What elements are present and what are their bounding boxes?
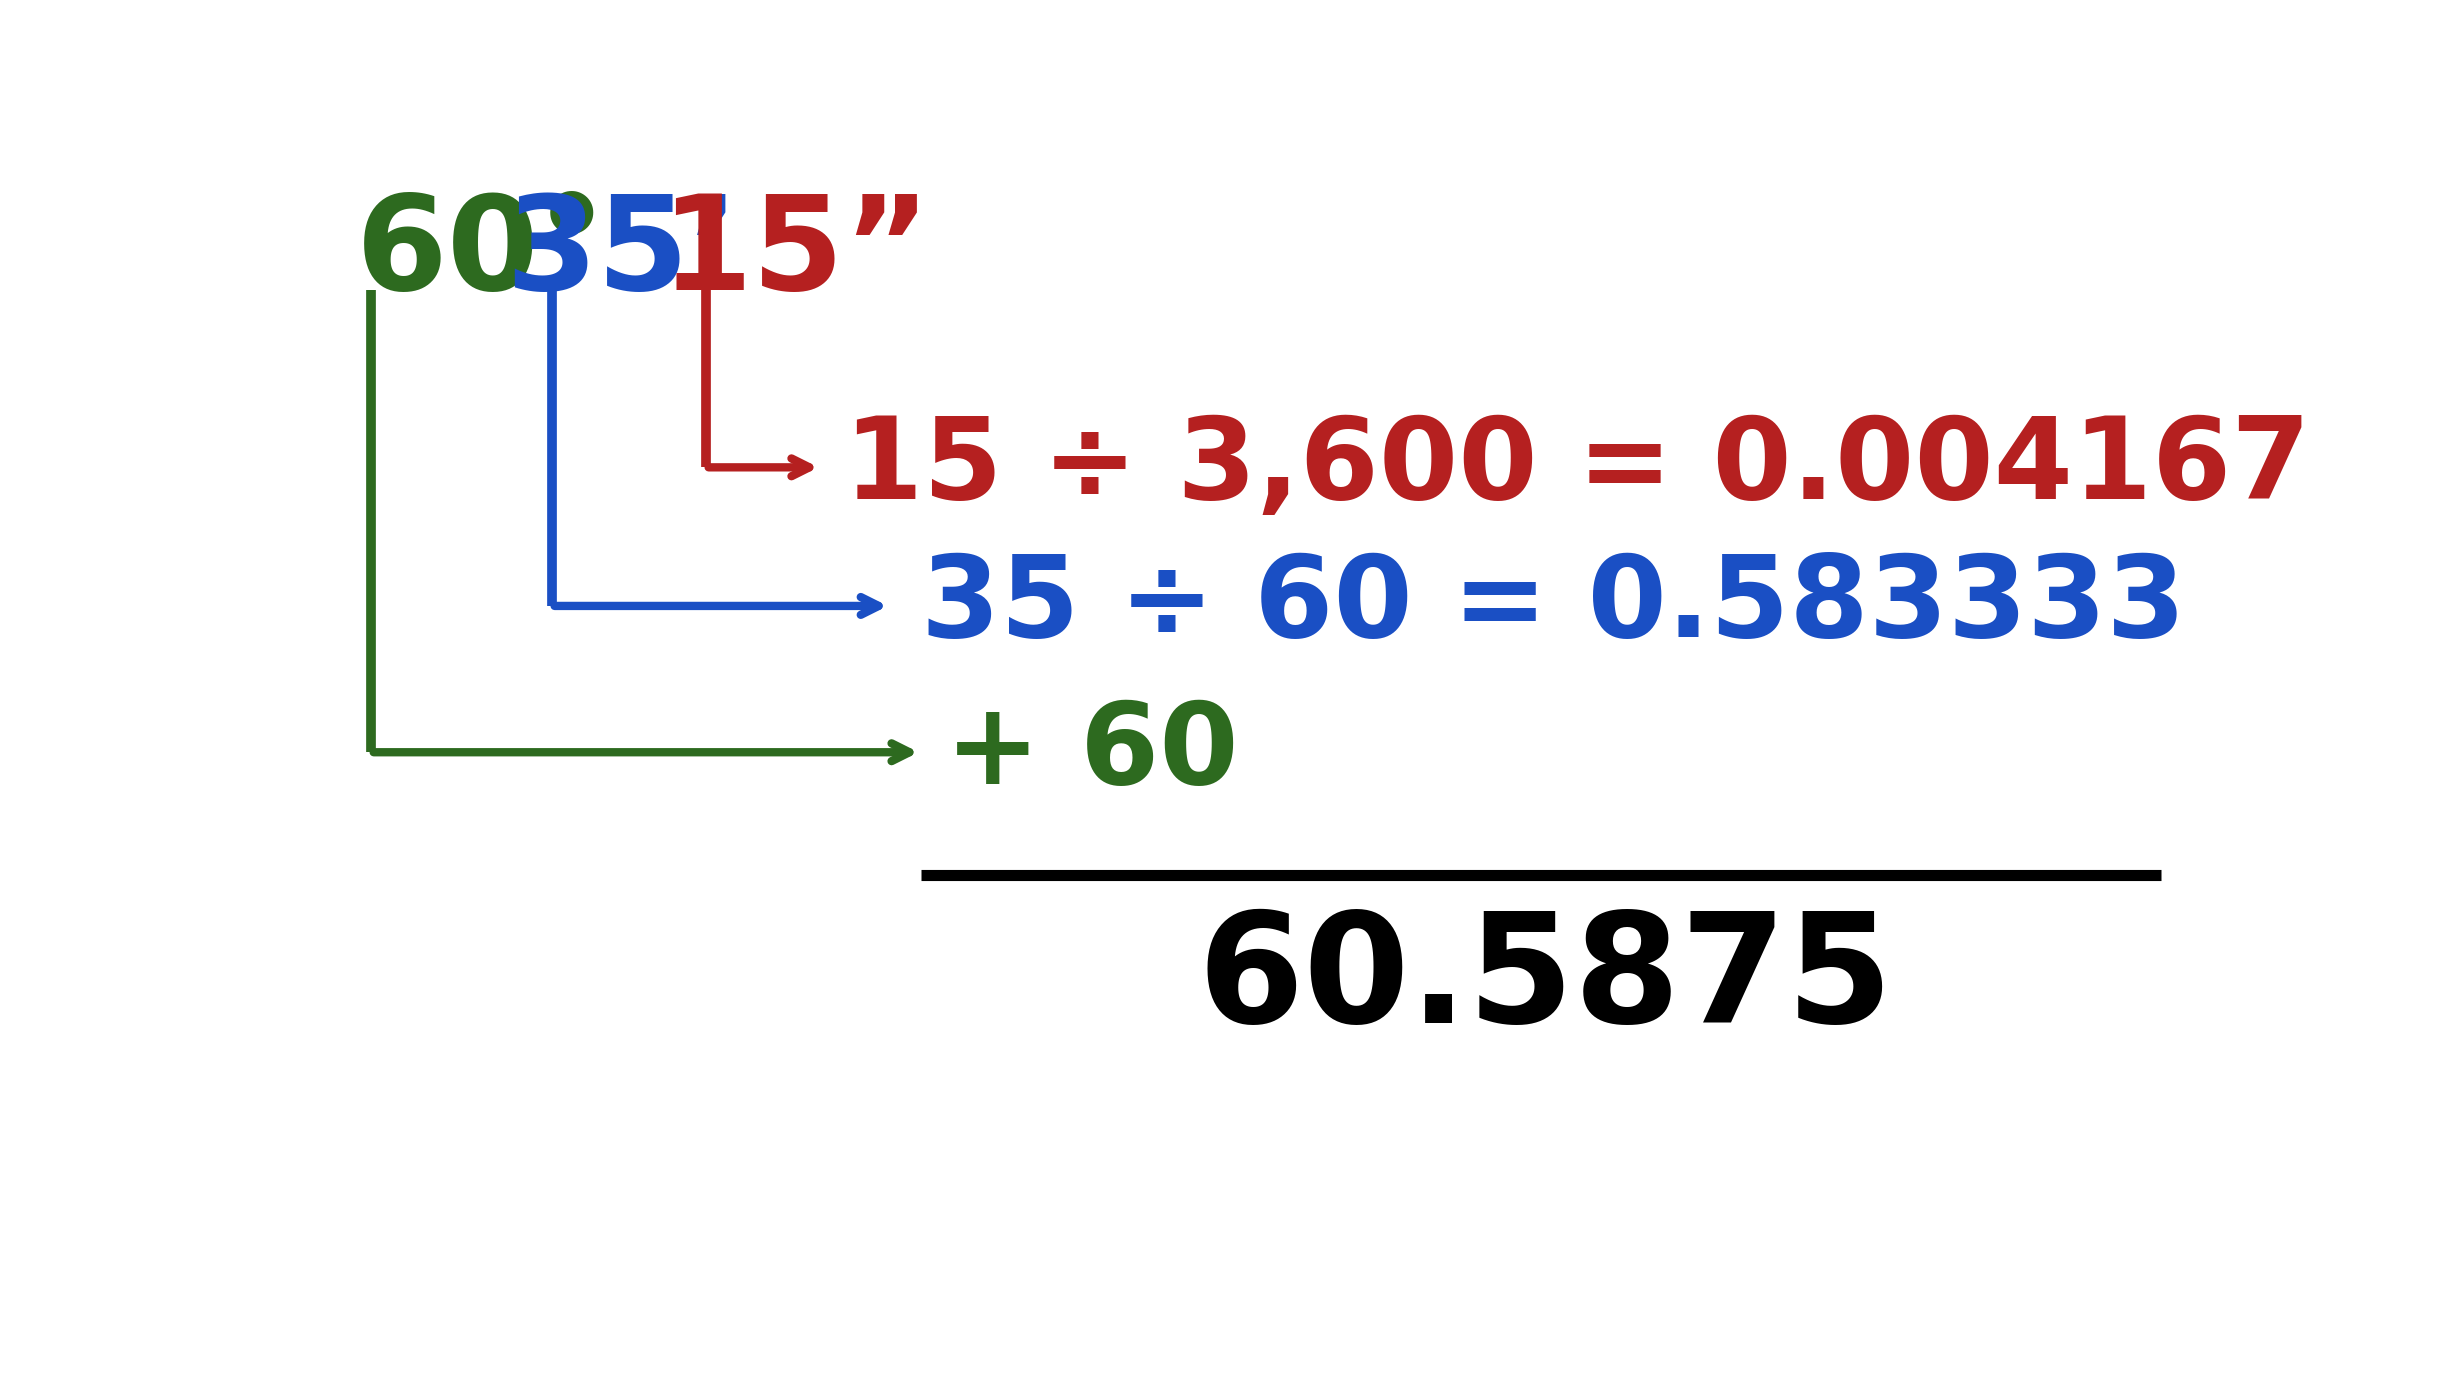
Text: 15”: 15” [661,191,931,317]
Text: + 60: + 60 [946,697,1238,807]
Text: 60°: 60° [356,191,604,317]
Text: 60.5875: 60.5875 [1196,906,1894,1055]
Text: 15 ÷ 3,600 = 0.004167: 15 ÷ 3,600 = 0.004167 [845,412,2311,523]
Text: 35’: 35’ [506,191,739,317]
Text: 35 ÷ 60 = 0.583333: 35 ÷ 60 = 0.583333 [921,550,2186,661]
